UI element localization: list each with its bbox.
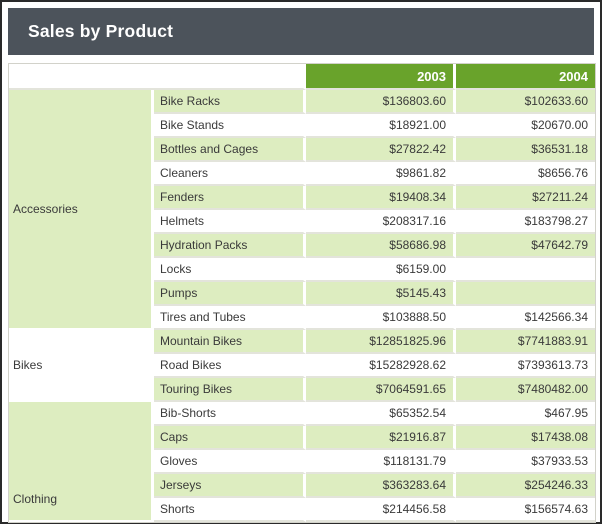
- product-cell: Caps: [154, 426, 306, 450]
- table-row: Fenders $19408.34 $27211.24: [9, 186, 595, 210]
- value-cell-2004: $142566.34: [456, 306, 595, 330]
- product-cell: Bib-Shorts: [154, 402, 306, 426]
- table-row: Gloves $118131.79 $37933.53: [9, 450, 595, 474]
- value-cell-2004: $183798.27: [456, 210, 595, 234]
- value-cell-2004: [456, 258, 595, 282]
- value-cell-2004: $102633.60: [456, 90, 595, 114]
- value-cell-2004: [456, 282, 595, 306]
- product-cell: Cleaners: [154, 162, 306, 186]
- table-row: Bikes Mountain Bikes $12851825.96 $7741883.…: [9, 330, 595, 402]
- table-row: Hydration Packs $58686.98 $47642.79: [9, 234, 595, 258]
- value-cell-2003: $15282928.62: [306, 354, 456, 378]
- value-cell-2003: $5145.43: [306, 282, 456, 306]
- value-cell-2003: $27822.42: [306, 138, 456, 162]
- product-cell: Shorts: [154, 498, 306, 522]
- column-header-2003: 2003: [306, 64, 456, 90]
- product-cell: Pumps: [154, 282, 306, 306]
- value-cell-2003: $7064591.65: [306, 378, 456, 402]
- product-cell: Bike Stands: [154, 114, 306, 138]
- product-cell: Hydration Packs: [154, 234, 306, 258]
- table-row: Locks $6159.00: [9, 258, 595, 282]
- group-cell-accessories: Accessories: [9, 90, 154, 330]
- group-cell-bikes: Bikes: [9, 330, 154, 402]
- value-cell-2004: $254246.33: [456, 474, 595, 498]
- value-cell-2004: $7393613.73: [456, 354, 595, 378]
- table-row: Tires and Tubes $103888.50 $142566.34: [9, 306, 595, 330]
- table-row: Touring Bikes $7064591.65 $7480482.00: [9, 378, 595, 402]
- value-cell-2003: $19408.34: [306, 186, 456, 210]
- value-cell-2003: $21916.87: [306, 426, 456, 450]
- table-row: Clothing Bib-Shorts $65352.54 $467.95: [9, 402, 595, 522]
- table-row: Helmets $208317.16 $183798.27: [9, 210, 595, 234]
- table-row: Shorts $214456.58 $156574.63: [9, 498, 595, 522]
- product-cell: Helmets: [154, 210, 306, 234]
- product-cell: Road Bikes: [154, 354, 306, 378]
- column-header-2004: 2004: [456, 64, 595, 90]
- table-row: Cleaners $9861.82 $8656.76: [9, 162, 595, 186]
- value-cell-2004: $17438.08: [456, 426, 595, 450]
- value-cell-2003: $18921.00: [306, 114, 456, 138]
- value-cell-2003: $214456.58: [306, 498, 456, 522]
- value-cell-2003: $9861.82: [306, 162, 456, 186]
- value-cell-2003: $208317.16: [306, 210, 456, 234]
- value-cell-2003: $65352.54: [306, 402, 456, 426]
- sales-table-body: Accessories Bike Racks $136803.60 $102633.6…: [9, 90, 595, 522]
- product-cell: Tires and Tubes: [154, 306, 306, 330]
- product-cell: Mountain Bikes: [154, 330, 306, 354]
- value-cell-2004: $7480482.00: [456, 378, 595, 402]
- value-cell-2004: $27211.24: [456, 186, 595, 210]
- sales-by-product-table: 2003 2004 Accessories Bike Racks $136803.6…: [8, 63, 596, 523]
- value-cell-2004: $467.95: [456, 402, 595, 426]
- report-title: Sales by Product: [28, 21, 174, 41]
- value-cell-2004: $7741883.91: [456, 330, 595, 354]
- value-cell-2003: $6159.00: [306, 258, 456, 282]
- product-cell: Touring Bikes: [154, 378, 306, 402]
- table-row: Accessories Bike Racks $136803.60 $102633.6…: [9, 90, 595, 330]
- product-cell: Locks: [154, 258, 306, 282]
- product-cell: Jerseys: [154, 474, 306, 498]
- value-cell-2004: $8656.76: [456, 162, 595, 186]
- value-cell-2003: $363283.64: [306, 474, 456, 498]
- corner-header-cell: [9, 64, 306, 90]
- value-cell-2003: $12851825.96: [306, 330, 456, 354]
- product-cell: Bottles and Cages: [154, 138, 306, 162]
- report-title-bar: Sales by Product: [8, 8, 594, 55]
- product-cell: Fenders: [154, 186, 306, 210]
- value-cell-2003: $103888.50: [306, 306, 456, 330]
- table-row: Jerseys $363283.64 $254246.33: [9, 474, 595, 498]
- value-cell-2004: $47642.79: [456, 234, 595, 258]
- value-cell-2003: $136803.60: [306, 90, 456, 114]
- table-row: Bike Stands $18921.00 $20670.00: [9, 114, 595, 138]
- value-cell-2004: $20670.00: [456, 114, 595, 138]
- value-cell-2003: $118131.79: [306, 450, 456, 474]
- product-cell: Gloves: [154, 450, 306, 474]
- product-cell: Bike Racks: [154, 90, 306, 114]
- group-cell-clothing: Clothing: [9, 402, 154, 522]
- table-header-row: 2003 2004: [9, 64, 595, 90]
- value-cell-2004: $156574.63: [456, 498, 595, 522]
- table-row: Bottles and Cages $27822.42 $36531.18: [9, 138, 595, 162]
- table-row: Caps $21916.87 $17438.08: [9, 426, 595, 450]
- value-cell-2004: $36531.18: [456, 138, 595, 162]
- value-cell-2004: $37933.53: [456, 450, 595, 474]
- value-cell-2003: $58686.98: [306, 234, 456, 258]
- table-row: Pumps $5145.43: [9, 282, 595, 306]
- table-row: Road Bikes $15282928.62 $7393613.73: [9, 354, 595, 378]
